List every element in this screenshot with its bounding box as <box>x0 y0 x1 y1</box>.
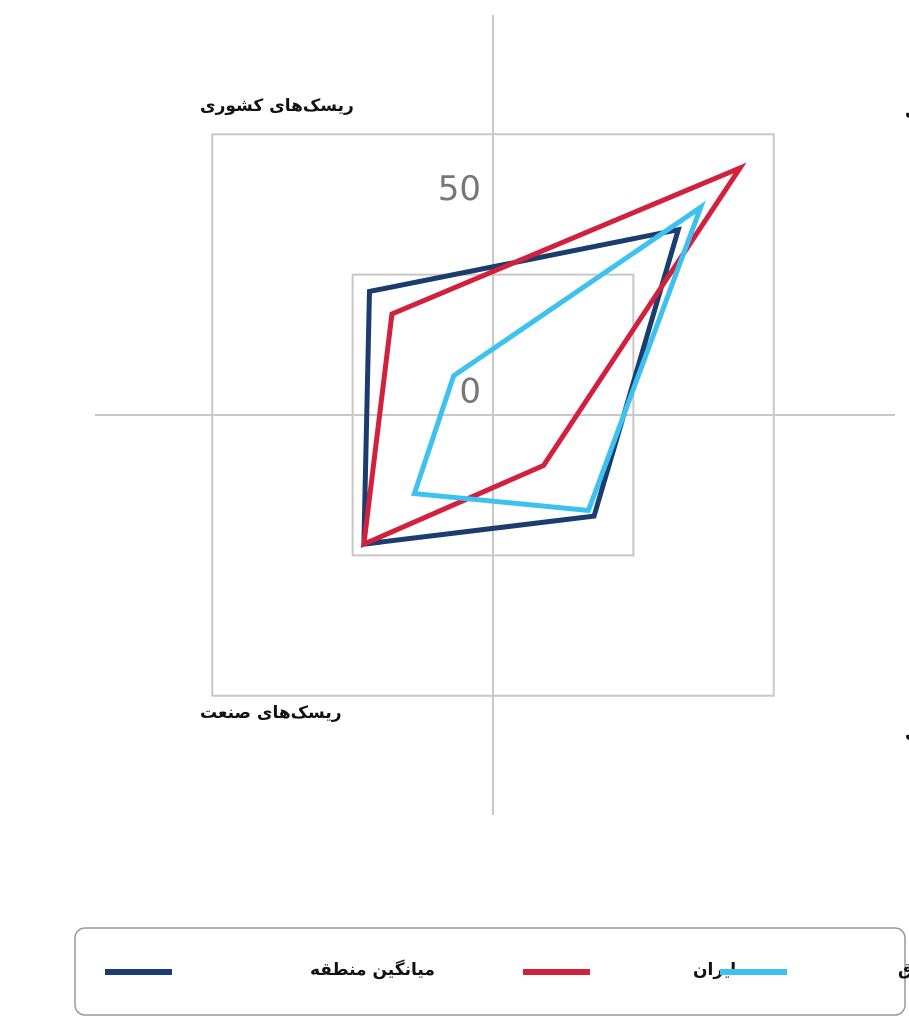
category-label: ریسک‌های صنعت <box>200 703 342 723</box>
legend-label: عراق <box>898 960 909 980</box>
tick-label: 50 <box>438 169 481 209</box>
grid-line <box>211 133 775 697</box>
series-line <box>411 200 706 514</box>
series-line <box>361 226 682 547</box>
category-label: بازده‌های کشوری <box>905 723 909 743</box>
tick-label: 0 <box>459 372 481 412</box>
legend-box <box>74 927 906 1016</box>
category-label: بازده‌های صنعت <box>905 103 909 123</box>
legend-label: میانگین منطقه <box>310 959 435 980</box>
category-label: ریسک‌های کشوری <box>200 96 354 116</box>
series-line <box>360 162 747 549</box>
